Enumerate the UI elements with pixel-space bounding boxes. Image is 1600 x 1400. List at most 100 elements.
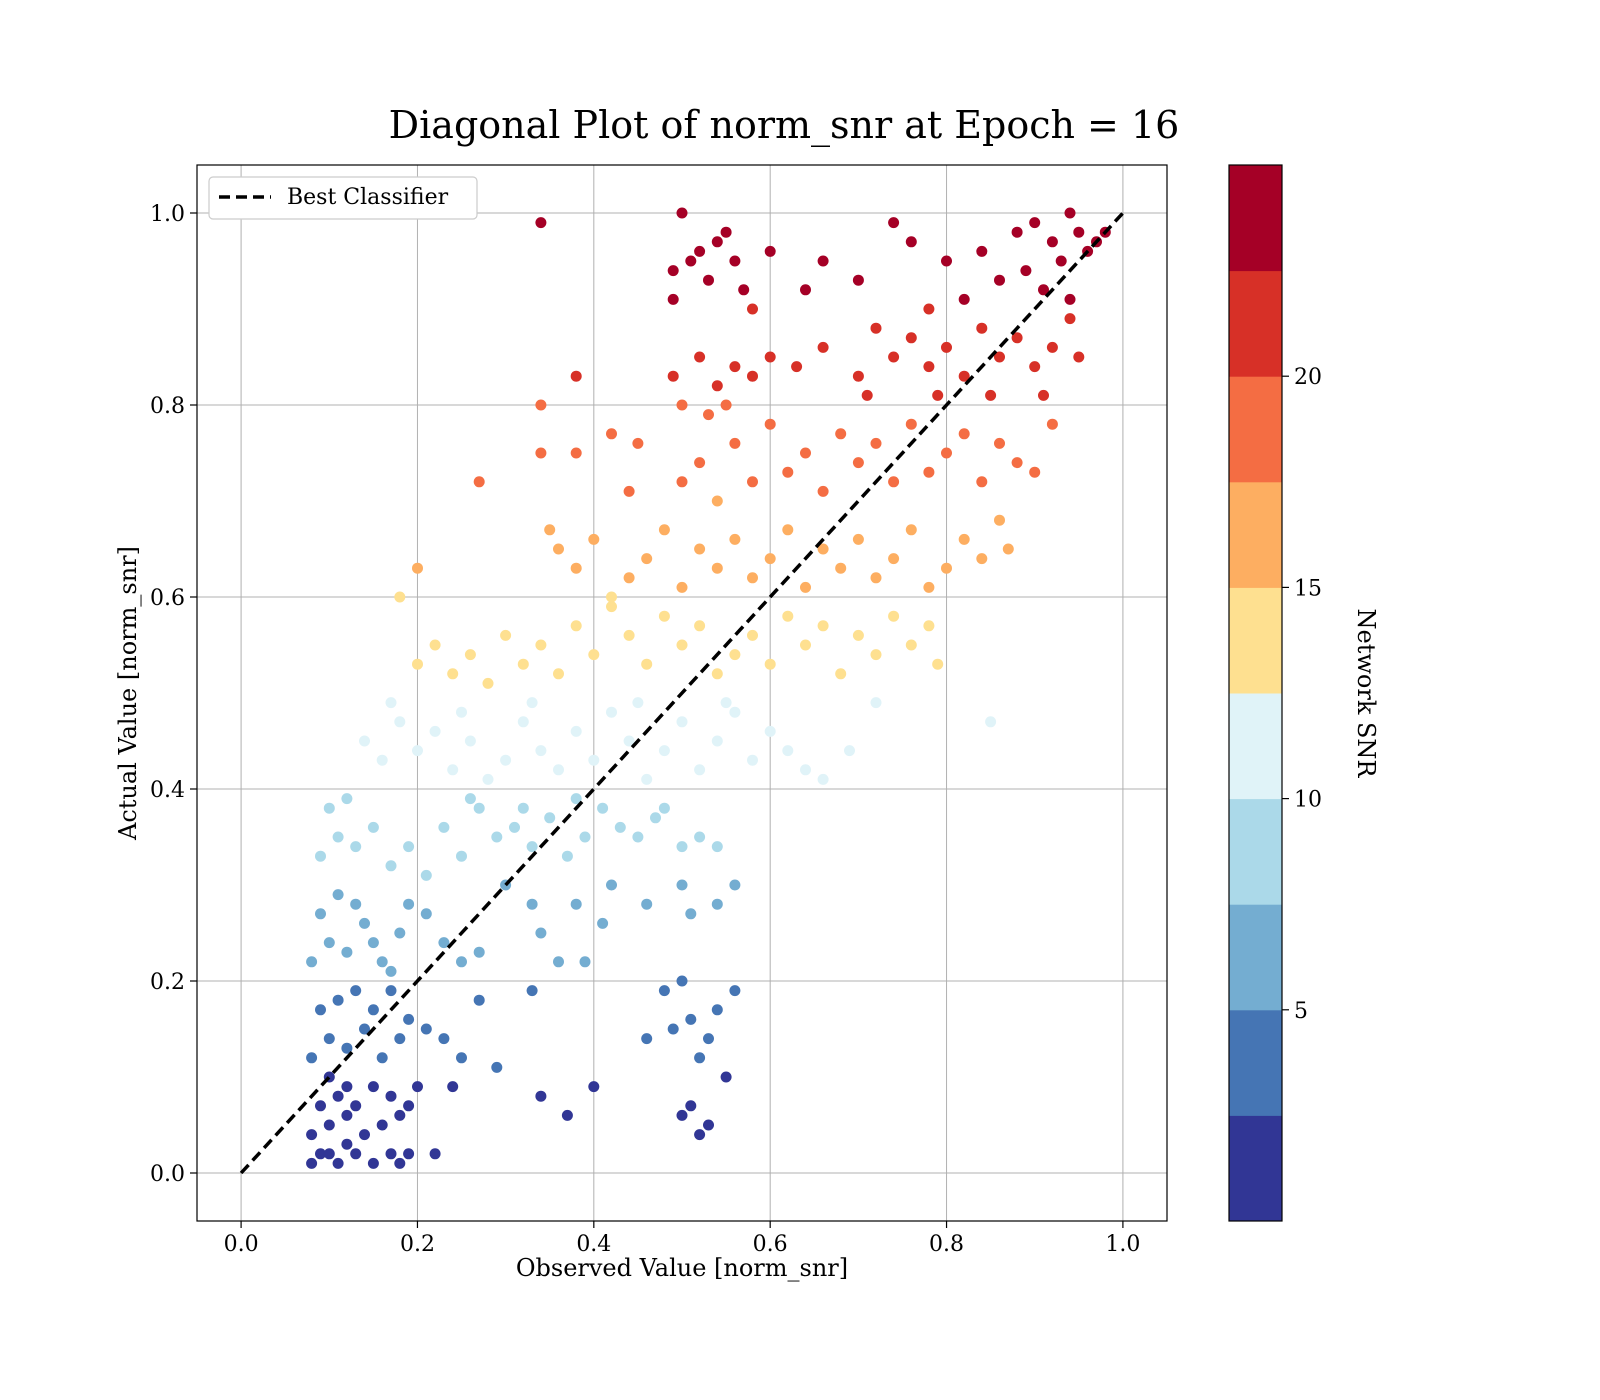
scatter-point (1038, 389, 1049, 401)
scatter-point (1064, 313, 1076, 325)
scatter-point (703, 409, 714, 421)
scatter-point (1073, 226, 1085, 238)
colorbar-segment (1229, 376, 1282, 483)
scatter-point (570, 725, 582, 737)
scatter-point (958, 428, 970, 440)
scatter-point (764, 245, 776, 257)
scatter-point (359, 735, 370, 747)
scatter-point (1064, 207, 1076, 219)
scatter-point (711, 495, 723, 507)
scatter-point (385, 1090, 397, 1102)
y-tick-label: 0.6 (150, 586, 185, 611)
scatter-point (420, 869, 432, 881)
scatter-point (817, 255, 829, 267)
scatter-point (632, 437, 644, 449)
scatter-point (332, 889, 344, 901)
scatter-point (315, 1100, 326, 1112)
scatter-point (791, 361, 803, 373)
scatter-point (535, 399, 547, 411)
scatter-point (641, 1033, 653, 1045)
scatter-point (994, 514, 1005, 526)
scatter-point (456, 1052, 467, 1064)
scatter-point (394, 1157, 406, 1169)
scatter-point (517, 658, 529, 670)
scatter-point (403, 1100, 415, 1112)
scatter-point (711, 562, 723, 574)
scatter-point (923, 466, 935, 478)
scatter-point (535, 745, 547, 757)
scatter-point (1029, 361, 1041, 373)
scatter-point (941, 562, 952, 574)
scatter-point (447, 668, 459, 680)
legend-box (208, 176, 478, 220)
scatter-point (711, 898, 723, 910)
scatter-point (641, 898, 653, 910)
scatter-point (376, 1119, 388, 1131)
scatter-point (1046, 341, 1058, 353)
scatter-point (482, 773, 494, 785)
scatter-point (888, 553, 900, 565)
colorbar-segment (1229, 904, 1282, 1011)
chart-title: Diagonal Plot of norm_snr at Epoch = 16 (389, 103, 1180, 148)
scatter-point (588, 1081, 600, 1093)
scatter-point (561, 850, 573, 862)
colorbar-segment (1229, 587, 1282, 694)
scatter-point (835, 428, 847, 440)
scatter-point (720, 697, 732, 709)
scatter-point (376, 1052, 388, 1064)
scatter-point (711, 236, 723, 248)
scatter-point (711, 380, 723, 392)
scatter-point (976, 245, 988, 257)
scatter-point (526, 697, 538, 709)
scatter-point (553, 956, 564, 968)
scatter-point (641, 773, 653, 785)
scatter-point (429, 639, 441, 651)
scatter-point (764, 553, 776, 565)
scatter-point (976, 476, 988, 488)
scatter-point (570, 370, 582, 382)
scatter-point (747, 370, 758, 382)
scatter-point (517, 802, 529, 814)
scatter-point (667, 370, 679, 382)
scatter-point (315, 1148, 326, 1160)
scatter-point (1011, 226, 1023, 238)
reference-line-group (239, 211, 1125, 1175)
scatter-point (632, 831, 644, 843)
scatter-point (394, 591, 406, 603)
scatter-point (976, 322, 988, 334)
scatter-point (341, 946, 353, 958)
scatter-point (764, 351, 776, 363)
scatter-point (447, 764, 459, 776)
scatter-point (403, 841, 415, 853)
scatter-point (800, 447, 811, 459)
scatter-point (923, 303, 935, 315)
scatter-point (817, 620, 829, 632)
scatter-point (658, 802, 670, 814)
scatter-point (694, 245, 706, 257)
scatter-point (888, 610, 900, 622)
scatter-point (438, 937, 450, 949)
scatter-point (764, 418, 776, 430)
scatter-point (306, 1157, 318, 1169)
scatter-point (694, 831, 706, 843)
scatter-point (323, 802, 335, 814)
scatter-point (694, 764, 706, 776)
scatter-point (385, 965, 397, 977)
scatter-point (703, 274, 714, 286)
legend: Best Classifier (208, 176, 478, 220)
scatter-point (588, 533, 600, 545)
scatter-point (332, 1090, 344, 1102)
scatter-point (394, 927, 406, 939)
scatter-point (509, 821, 520, 833)
x-axis-ticks: 0.0 0.2 0.4 0.6 0.8 1.0 (224, 1221, 1140, 1257)
scatter-point (429, 1148, 441, 1160)
scatter-point (332, 1157, 344, 1169)
scatter-point (526, 985, 538, 997)
scatter-point (367, 821, 379, 833)
scatter-point (1055, 255, 1067, 267)
scatter-point (332, 994, 344, 1006)
x-tick-label: 0.0 (224, 1232, 259, 1257)
scatter-point (923, 620, 935, 632)
scatter-point (1064, 293, 1076, 305)
scatter-point (941, 341, 952, 353)
